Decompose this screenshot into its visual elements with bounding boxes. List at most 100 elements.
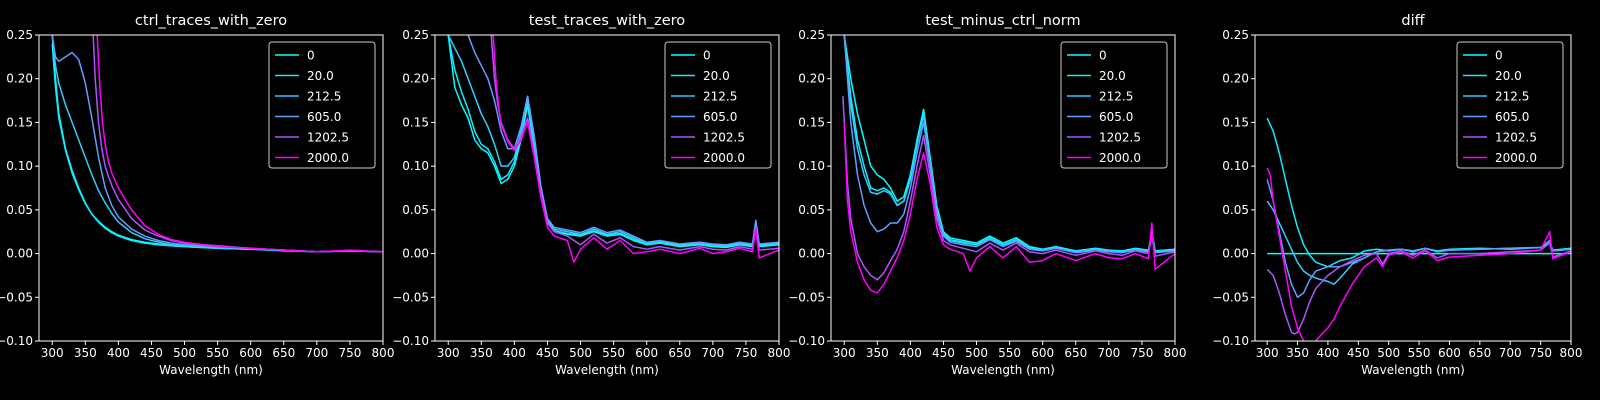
- legend-label: 2000.0: [1099, 151, 1141, 165]
- panel-4: diff 300 350 400 450 500 550 600 650 700 750 800 −0.…: [1212, 13, 1582, 377]
- legend-box: [1060, 41, 1168, 169]
- legend-box: [664, 41, 772, 169]
- y-tick-label: 0.20: [1222, 72, 1249, 86]
- y-tick-label: 0.10: [402, 159, 429, 173]
- y-tick-label: −0.10: [788, 334, 825, 348]
- x-tick-label: 700: [701, 346, 724, 360]
- legend-label: 212.5: [307, 90, 341, 104]
- series-line-2000.0: [843, 122, 1175, 294]
- y-tick-label: 0.05: [6, 203, 33, 217]
- legend-label: 0: [307, 49, 315, 63]
- x-tick-label: 750: [1529, 346, 1552, 360]
- y-tick-label: 0.25: [1222, 28, 1249, 42]
- x-tick-label: 550: [602, 346, 625, 360]
- y-tick-label: 0.20: [402, 72, 429, 86]
- legend-label: 20.0: [307, 69, 334, 83]
- y-tick-label: 0.25: [6, 28, 33, 42]
- chart-title: ctrl_traces_with_zero: [135, 13, 287, 29]
- legend-label: 605.0: [703, 110, 737, 124]
- chart-title: test_minus_ctrl_norm: [925, 13, 1080, 29]
- series-line-212.5: [447, 35, 779, 247]
- x-tick-label: 400: [899, 346, 922, 360]
- series-group: [842, 35, 1175, 294]
- x-tick-label: 400: [107, 346, 130, 360]
- x-tick-label: 300: [833, 346, 856, 360]
- x-tick-label: 650: [272, 346, 295, 360]
- legend-label: 1202.5: [1099, 131, 1141, 145]
- y-tick-label: −0.05: [788, 290, 825, 304]
- x-axis-label: Wavelength (nm): [951, 363, 1055, 377]
- x-tick-label: 500: [965, 346, 988, 360]
- panel-3: test_minus_ctrl_norm 300 350 400 450 500 550 60…: [788, 13, 1186, 377]
- legend-label: 212.5: [1099, 90, 1133, 104]
- x-tick-label: 600: [239, 346, 262, 360]
- y-tick-label: 0.00: [6, 247, 33, 261]
- series-line-212.5: [1266, 200, 1571, 285]
- legend-label: 212.5: [1495, 90, 1529, 104]
- panel-1: ctrl_traces_with_zero 300 350 400 450 500 550 6…: [0, 13, 394, 377]
- x-tick-label: 600: [1031, 346, 1054, 360]
- x-tick-label: 650: [668, 346, 691, 360]
- x-tick-label: 700: [1499, 346, 1522, 360]
- series-line-0: [843, 35, 1175, 252]
- x-tick-label: 750: [1130, 346, 1153, 360]
- legend-label: 1202.5: [703, 131, 745, 145]
- series-line-1202.5: [842, 96, 1175, 281]
- legend-box: [1456, 41, 1564, 169]
- y-tick-label: 0.25: [402, 28, 429, 42]
- y-tick-label: −0.05: [392, 290, 429, 304]
- y-tick-label: 0.15: [402, 115, 429, 129]
- x-tick-label: 800: [1560, 346, 1583, 360]
- x-tick-label: 450: [536, 346, 559, 360]
- legend-label: 0: [1099, 49, 1107, 63]
- legend-label: 20.0: [703, 69, 730, 83]
- x-tick-label: 550: [206, 346, 229, 360]
- series-line-212.5: [843, 35, 1175, 253]
- legend-label: 2000.0: [703, 151, 745, 165]
- y-tick-label: 0.10: [6, 159, 33, 173]
- x-tick-label: 600: [1438, 346, 1461, 360]
- chart-title: diff: [1401, 13, 1425, 29]
- y-tick-label: −0.10: [1212, 334, 1249, 348]
- legend-label: 605.0: [307, 110, 341, 124]
- series-line-605.0: [467, 35, 779, 246]
- x-tick-label: 500: [569, 346, 592, 360]
- series-line-1202.5: [490, 35, 779, 251]
- x-tick-label: 500: [1377, 346, 1400, 360]
- legend-label: 605.0: [1099, 110, 1133, 124]
- x-tick-label: 300: [41, 346, 64, 360]
- chart-title: test_traces_with_zero: [529, 13, 686, 29]
- y-tick-label: 0.10: [798, 159, 825, 173]
- x-tick-label: 650: [1064, 346, 1087, 360]
- plot-frame: [830, 34, 1176, 342]
- series-line-1202.5: [1266, 242, 1571, 335]
- legend: 0 20.0 212.5 605.0 1202.5 2000.0: [268, 41, 376, 169]
- legend-label: 1202.5: [307, 131, 349, 145]
- y-tick-label: 0.00: [1222, 247, 1249, 261]
- legend: 0 20.0 212.5 605.0 1202.5 2000.0: [1060, 41, 1168, 169]
- y-tick-label: 0.05: [798, 203, 825, 217]
- x-tick-label: 700: [1097, 346, 1120, 360]
- series-group: [51, 35, 383, 253]
- x-axis-label: Wavelength (nm): [159, 363, 263, 377]
- x-tick-label: 350: [74, 346, 97, 360]
- y-tick-label: 0.15: [1222, 115, 1249, 129]
- x-tick-label: 700: [305, 346, 328, 360]
- series-line-20.0: [447, 35, 779, 248]
- x-axis-label: Wavelength (nm): [1361, 363, 1465, 377]
- x-tick-label: 400: [1316, 346, 1339, 360]
- x-tick-label: 400: [503, 346, 526, 360]
- series-group: [447, 35, 779, 264]
- series-line-2000.0: [96, 35, 383, 253]
- series-line-2000.0: [492, 35, 779, 264]
- y-tick-label: 0.05: [402, 203, 429, 217]
- x-tick-label: 350: [470, 346, 493, 360]
- y-tick-label: −0.05: [0, 290, 33, 304]
- legend-label: 0: [703, 49, 711, 63]
- series-line-605.0: [843, 35, 1175, 254]
- x-tick-label: 300: [1256, 346, 1279, 360]
- x-tick-label: 350: [866, 346, 889, 360]
- x-tick-label: 600: [635, 346, 658, 360]
- legend-label: 605.0: [1495, 110, 1529, 124]
